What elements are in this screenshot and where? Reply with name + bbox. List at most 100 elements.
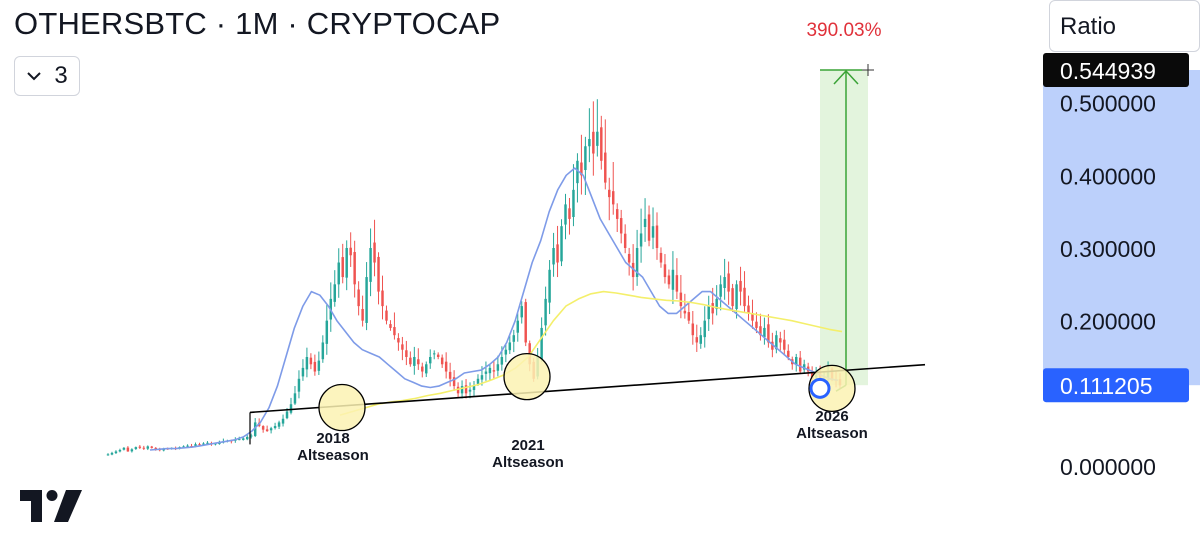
candle [695,324,699,352]
candle-body [293,393,297,404]
candle-body [337,262,340,285]
candle-body [723,277,726,289]
candle-body [604,152,607,183]
candle [691,310,695,345]
candle [759,313,762,341]
candle-body [759,326,762,336]
candle-body [413,356,416,366]
candle-body [802,364,806,370]
candle [588,108,591,163]
candle [150,445,153,449]
candle-body [767,324,770,343]
candle-body [516,320,519,333]
candle [265,425,269,432]
candle [273,422,277,430]
candle [448,362,452,387]
candle [333,270,336,307]
candle [357,281,360,316]
candle-body [508,342,512,351]
candle-body [389,324,392,328]
candle-body [440,357,444,365]
price-axis-tick-label: 0.000000 [1060,454,1156,480]
candle [138,445,142,450]
candle-body [238,439,241,441]
candle-body [417,359,420,365]
candle [675,258,679,299]
candle-body [568,208,571,219]
candle [468,382,472,399]
candle-body [393,327,396,336]
candle-body [261,426,265,430]
candle-body [651,226,655,238]
candle-body [484,371,488,374]
candle-body [615,209,619,219]
candle-body [588,138,591,147]
candle [715,285,718,316]
candle-body [452,377,456,387]
candle [472,380,476,397]
candle [269,426,273,434]
candle [409,351,412,367]
candle-body [138,446,142,448]
candle [615,203,619,232]
candle [452,370,456,391]
altseason-circle [503,352,551,401]
candle-body [246,436,249,440]
candle [385,305,388,325]
candle-body [273,426,277,429]
legend-toggle-button[interactable]: 3 [14,56,80,96]
candle [484,361,488,381]
candle [735,280,738,319]
candle [365,262,368,331]
candle-body [707,306,710,320]
candle-body [627,253,631,263]
candle [106,453,110,456]
candle-body [345,247,348,278]
candle-body [643,218,647,228]
candle [377,252,380,305]
candle-body [146,446,150,449]
candle [659,247,663,268]
candle-body [703,320,706,338]
candle [389,320,392,331]
candle-body [214,443,217,445]
candle [802,359,806,374]
candle-body [564,204,567,225]
candle-body [182,446,185,448]
candle [421,362,424,378]
candle-body [130,449,134,452]
candle-body [739,280,742,292]
candle [600,115,603,170]
altseason-name-label: Altseason [297,447,369,464]
candle-body [464,385,468,394]
candle-body [480,375,484,380]
candle-body [289,404,293,413]
candle [317,351,321,375]
candle [293,386,297,405]
candle [763,317,766,345]
candle-body [715,298,718,310]
candle [361,295,364,327]
candle [126,446,130,452]
candle-body [504,349,508,355]
candle-body [341,257,344,278]
candle-body [321,342,325,360]
candle [667,269,671,289]
altseason-name-label: Altseason [796,425,868,442]
candle-body [365,277,368,323]
candle [425,361,428,378]
candle-body [421,366,424,372]
target-price-badge-bg [1043,53,1189,87]
candle-body [763,327,766,338]
candle-body [150,446,153,448]
candle [779,331,782,351]
candle [755,312,758,334]
candle [341,243,344,284]
candle [114,450,118,454]
candle [743,271,746,312]
candle-body [747,305,750,314]
candle-body [639,233,643,247]
candle-body [779,338,782,343]
candle [775,330,778,354]
